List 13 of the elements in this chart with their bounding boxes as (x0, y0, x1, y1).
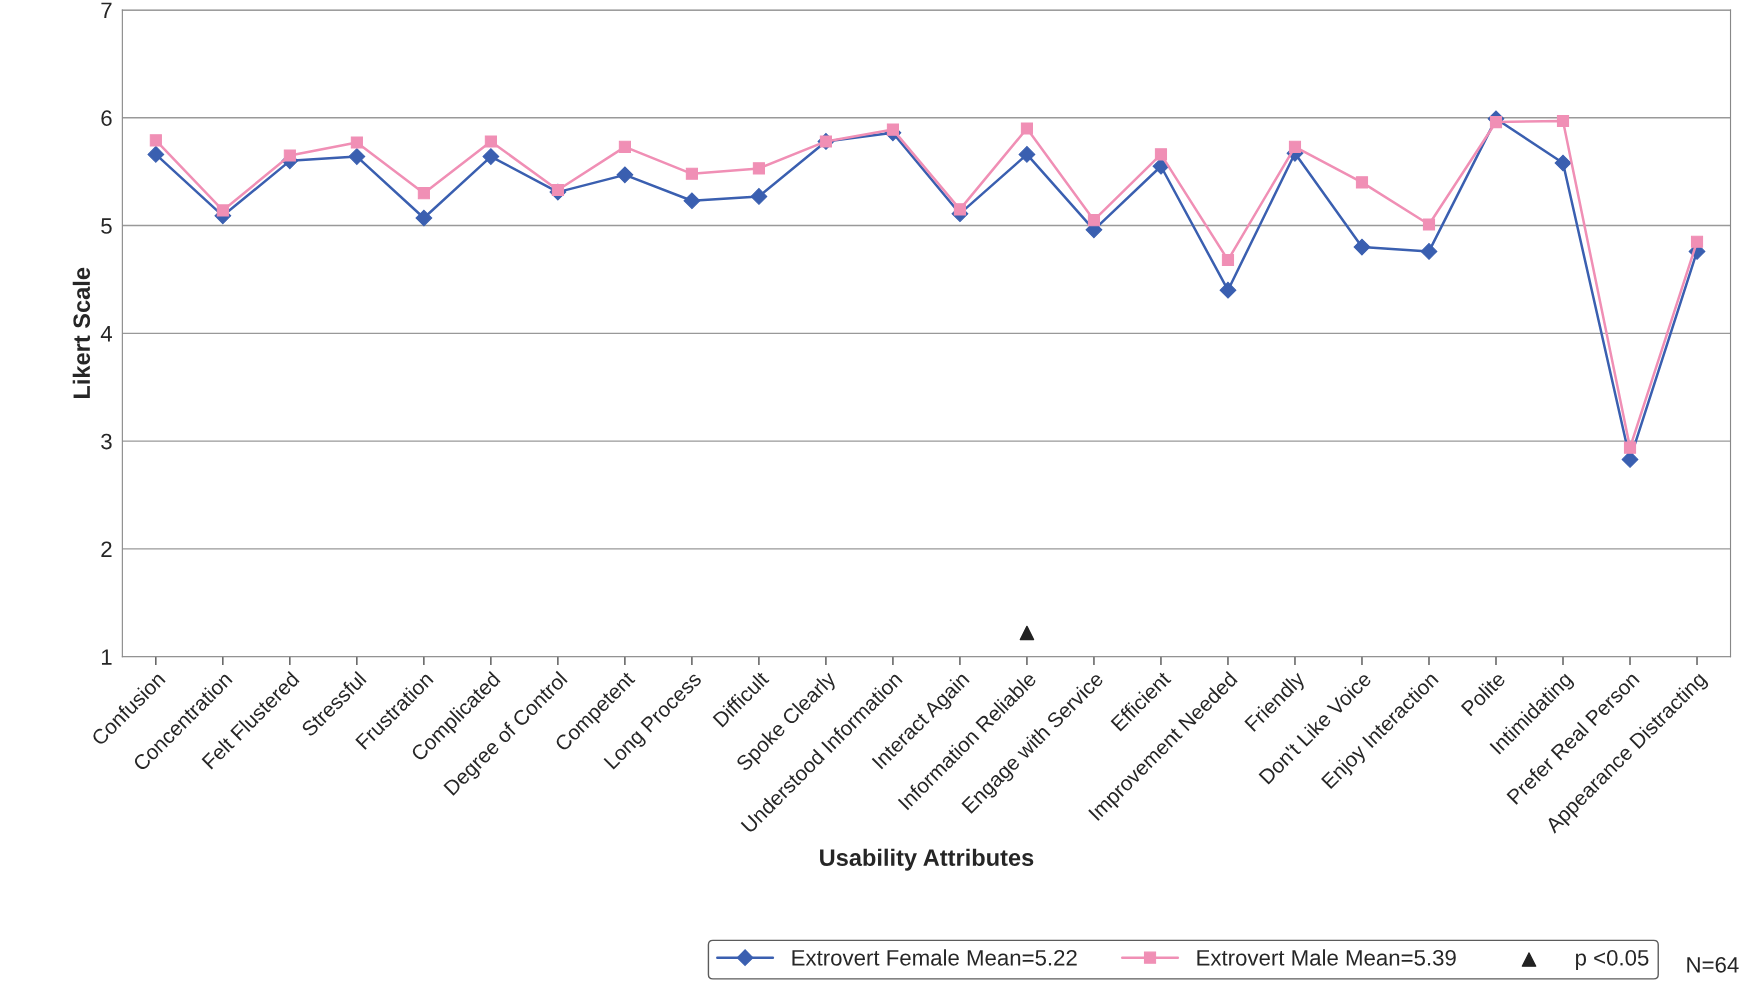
y-tick-label: 2 (101, 541, 112, 557)
y-tick-label: 1 (101, 649, 112, 665)
text: N=64 (1687, 956, 1739, 973)
x-axis-title: Usability Attributes (820, 848, 1034, 871)
y-tick-label: 6 (101, 110, 112, 127)
legend-label: Extrovert Female Mean=5.22 (792, 949, 1077, 966)
legend-label: p <0.05 (1576, 949, 1649, 971)
y-tick-label: 7 (101, 2, 112, 18)
y-tick-label: 5 (101, 218, 112, 234)
legend-label: Extrovert Male Mean=5.39 (1197, 949, 1456, 966)
y-tick-label: 3 (101, 433, 112, 450)
y-axis-title: Likert Scale (72, 267, 91, 399)
y-tick-label: 4 (100, 326, 112, 342)
